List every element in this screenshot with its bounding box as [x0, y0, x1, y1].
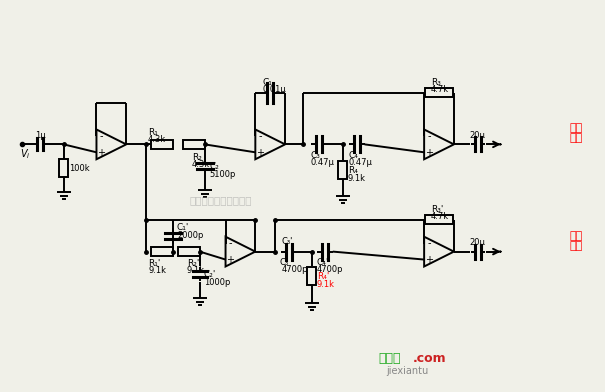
Text: C₄': C₄' [317, 258, 329, 267]
Text: 功放: 功放 [569, 241, 583, 250]
Text: +: + [226, 255, 235, 265]
Text: 0.47μ: 0.47μ [348, 158, 373, 167]
Bar [425, 215, 453, 224]
Text: C₁: C₁ [263, 78, 272, 87]
Text: .com: .com [412, 352, 446, 365]
Bar [338, 161, 347, 179]
Text: C₂': C₂' [204, 270, 216, 279]
Text: 20μ: 20μ [470, 238, 486, 247]
Text: C₃: C₃ [279, 258, 289, 267]
Text: 4.3k: 4.3k [192, 160, 210, 169]
Bar [59, 159, 68, 177]
Text: 9.1k: 9.1k [317, 280, 335, 289]
Text: R₁': R₁' [148, 259, 160, 268]
Text: R₂: R₂ [192, 153, 201, 162]
Text: 0.01μ: 0.01μ [263, 85, 286, 94]
Text: -: - [427, 238, 431, 248]
Text: 9.1k: 9.1k [348, 174, 365, 183]
Text: -: - [100, 131, 103, 141]
Text: 20μ: 20μ [470, 131, 486, 140]
Text: +: + [425, 148, 433, 158]
Text: 功放: 功放 [569, 133, 583, 143]
Text: 4700p: 4700p [317, 265, 344, 274]
Text: 5100p: 5100p [210, 170, 236, 179]
Bar [151, 140, 173, 149]
Text: 4.7k: 4.7k [431, 212, 449, 221]
Text: -: - [427, 131, 431, 141]
Text: 2000p: 2000p [177, 231, 203, 240]
Text: C₄: C₄ [348, 151, 359, 160]
Text: C₂: C₂ [210, 162, 220, 171]
Text: R₄: R₄ [348, 166, 358, 175]
Text: 4.3k: 4.3k [148, 135, 166, 144]
Text: 9.1k: 9.1k [187, 266, 205, 275]
Text: C₁': C₁' [177, 223, 189, 232]
Bar [151, 247, 173, 256]
Text: +: + [257, 148, 264, 158]
Text: 1000p: 1000p [204, 278, 230, 287]
Text: 接线图: 接线图 [378, 352, 401, 365]
Text: 杭州将来科技有限公司: 杭州将来科技有限公司 [189, 195, 252, 205]
Text: R₁: R₁ [148, 128, 158, 137]
Bar [425, 88, 453, 97]
Text: R₃': R₃' [431, 205, 443, 214]
Text: 4700p: 4700p [281, 265, 308, 274]
Text: R₄': R₄' [317, 272, 329, 281]
Text: 低音: 低音 [569, 123, 583, 134]
Bar [307, 267, 316, 285]
Text: -: - [229, 238, 232, 248]
Text: 4.7k: 4.7k [431, 85, 449, 94]
Text: R₂': R₂' [187, 259, 199, 268]
Text: 1μ: 1μ [35, 131, 45, 140]
Text: $V_i$: $V_i$ [20, 147, 30, 161]
Text: 高音: 高音 [569, 231, 583, 241]
Bar [183, 140, 204, 149]
Text: 0.47μ: 0.47μ [311, 158, 335, 167]
Text: R₃: R₃ [431, 78, 441, 87]
Text: C₃': C₃' [281, 237, 293, 246]
Text: 100k: 100k [69, 164, 90, 173]
Text: 9.1k: 9.1k [148, 266, 166, 275]
Text: +: + [425, 255, 433, 265]
Text: jiexiantu: jiexiantu [386, 366, 428, 376]
Text: C₃: C₃ [311, 151, 321, 160]
Text: -: - [258, 131, 262, 141]
Bar [178, 247, 200, 256]
Text: +: + [97, 148, 105, 158]
